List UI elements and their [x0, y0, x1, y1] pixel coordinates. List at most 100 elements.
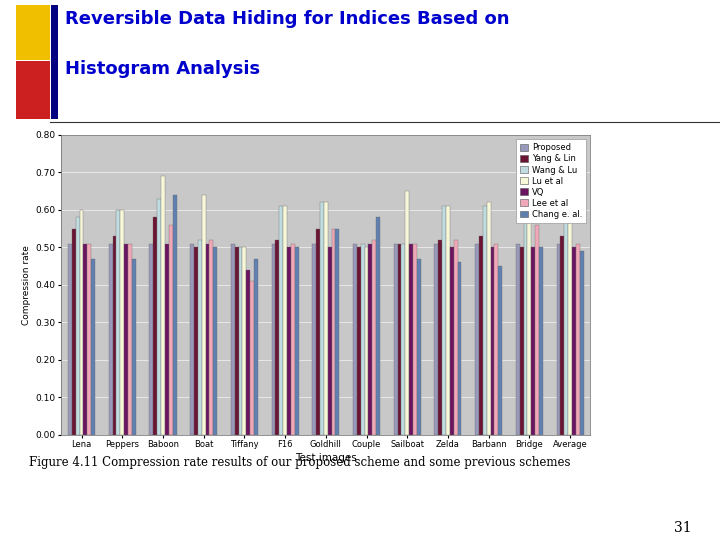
Bar — [576, 244, 580, 435]
Bar — [72, 228, 76, 435]
Bar — [250, 281, 254, 435]
Bar — [68, 244, 72, 435]
Bar — [520, 247, 523, 435]
Bar — [372, 240, 376, 435]
Bar — [117, 210, 120, 435]
Bar — [287, 247, 291, 435]
Bar — [194, 247, 198, 435]
Bar — [376, 218, 380, 435]
Bar — [490, 247, 495, 435]
Bar — [279, 206, 283, 435]
Bar — [557, 244, 560, 435]
Bar — [328, 247, 332, 435]
Bar — [413, 244, 417, 435]
Bar — [361, 244, 364, 435]
Bar — [438, 240, 442, 435]
Bar — [324, 202, 328, 435]
Bar — [450, 247, 454, 435]
Bar — [76, 218, 80, 435]
Bar — [487, 202, 490, 435]
Bar — [120, 210, 124, 435]
Bar — [235, 247, 238, 435]
Bar — [409, 244, 413, 435]
Bar — [320, 202, 324, 435]
Text: Reversible Data Hiding for Indices Based on: Reversible Data Hiding for Indices Based… — [65, 10, 509, 28]
Bar — [112, 236, 117, 435]
Bar — [357, 247, 361, 435]
Bar — [16, 5, 50, 59]
Text: Histogram Analysis: Histogram Analysis — [65, 59, 260, 78]
Bar — [291, 244, 294, 435]
Bar — [528, 206, 531, 435]
Bar — [283, 206, 287, 435]
Bar — [498, 266, 502, 435]
Bar — [475, 244, 479, 435]
Bar — [91, 259, 95, 435]
Bar — [202, 195, 206, 435]
Bar — [231, 244, 235, 435]
Legend: Proposed, Yang & Lin, Wang & Lu, Lu et al, VQ, Lee et al, Chang e. al.: Proposed, Yang & Lin, Wang & Lu, Lu et a… — [516, 139, 586, 223]
Bar — [434, 244, 438, 435]
Bar — [417, 259, 420, 435]
Bar — [483, 206, 487, 435]
Bar — [523, 206, 528, 435]
Bar — [336, 228, 339, 435]
Bar — [124, 244, 128, 435]
Bar — [190, 244, 194, 435]
Bar — [531, 247, 535, 435]
Bar — [206, 244, 210, 435]
Bar — [168, 225, 173, 435]
Bar — [87, 244, 91, 435]
Bar — [161, 176, 165, 435]
Bar — [369, 244, 372, 435]
Bar — [51, 5, 58, 119]
Bar — [572, 247, 576, 435]
Bar — [397, 244, 402, 435]
Bar — [276, 240, 279, 435]
Bar — [405, 191, 409, 435]
Bar — [84, 244, 87, 435]
Bar — [446, 206, 450, 435]
X-axis label: Test images: Test images — [295, 454, 356, 463]
Bar — [580, 251, 584, 435]
Bar — [132, 259, 136, 435]
Bar — [157, 199, 161, 435]
Bar — [210, 240, 213, 435]
Bar — [479, 236, 483, 435]
Bar — [109, 244, 112, 435]
Bar — [560, 236, 564, 435]
Bar — [394, 244, 397, 435]
Bar — [516, 244, 520, 435]
Y-axis label: Compression rate: Compression rate — [22, 245, 32, 325]
Bar — [568, 206, 572, 435]
Bar — [246, 270, 250, 435]
Bar — [271, 244, 276, 435]
Bar — [80, 210, 84, 435]
Bar — [165, 244, 168, 435]
Bar — [128, 244, 132, 435]
Bar — [150, 244, 153, 435]
Bar — [535, 225, 539, 435]
Text: 31: 31 — [674, 521, 691, 535]
Bar — [238, 247, 243, 435]
Bar — [254, 259, 258, 435]
Bar — [16, 61, 50, 119]
Bar — [539, 247, 543, 435]
Bar — [402, 244, 405, 435]
Text: Figure 4.11 Compression rate results of our proposed scheme and some previous sc: Figure 4.11 Compression rate results of … — [29, 456, 570, 469]
Bar — [442, 206, 446, 435]
Bar — [495, 244, 498, 435]
Bar — [564, 210, 568, 435]
Bar — [243, 247, 246, 435]
Bar — [294, 247, 299, 435]
Bar — [458, 262, 462, 435]
Bar — [454, 240, 458, 435]
Bar — [153, 218, 157, 435]
Bar — [213, 247, 217, 435]
Bar — [353, 244, 357, 435]
Bar — [364, 247, 369, 435]
Bar — [312, 244, 316, 435]
Bar — [332, 228, 336, 435]
Bar — [198, 240, 202, 435]
Bar — [316, 228, 320, 435]
